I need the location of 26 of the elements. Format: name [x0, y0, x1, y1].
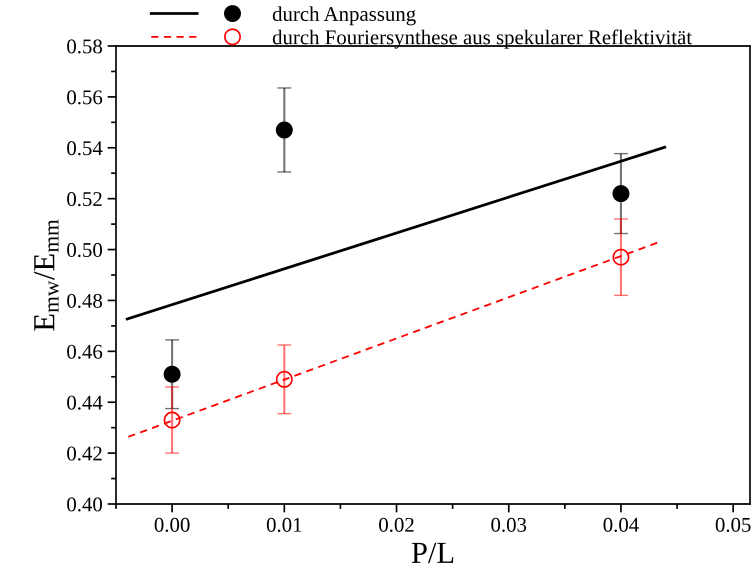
x-tick-label: 0.01	[266, 518, 302, 532]
point	[164, 412, 181, 429]
legend-label: durch Anpassung	[272, 6, 416, 26]
y-tick-label: 0.44	[67, 396, 102, 410]
legend-label: durch Fouriersynthese aus spekularer Reflektivität	[272, 29, 692, 49]
x-axis-title: P/L	[412, 542, 454, 564]
point	[276, 121, 293, 138]
y-tick-label: 0.48	[67, 294, 102, 308]
point	[612, 185, 630, 202]
x-tick-label: 0.05	[716, 518, 751, 532]
y-tick-label: 0.46	[67, 344, 102, 359]
y-tick-label: 0.58	[67, 39, 102, 54]
x-tick-label: 0.02	[379, 518, 414, 532]
point	[612, 248, 630, 266]
x-tick-label: 0.03	[491, 518, 526, 532]
y-tick-label: 0.50	[67, 242, 102, 258]
y-tick-label: 0.54	[67, 141, 102, 156]
y-axis-title: E$_{mw}$/E$_{mm}$	[34, 220, 59, 331]
y-tick-label: 0.42	[67, 446, 102, 461]
point	[276, 370, 293, 388]
y-tick-label: 0.40	[67, 497, 102, 512]
x-tick-label: 0.04	[604, 518, 639, 532]
point	[164, 366, 181, 383]
y-tick-label: 0.52	[67, 192, 102, 206]
x-tick-label: 0.00	[154, 518, 190, 532]
y-tick-label: 0.56	[67, 90, 102, 104]
